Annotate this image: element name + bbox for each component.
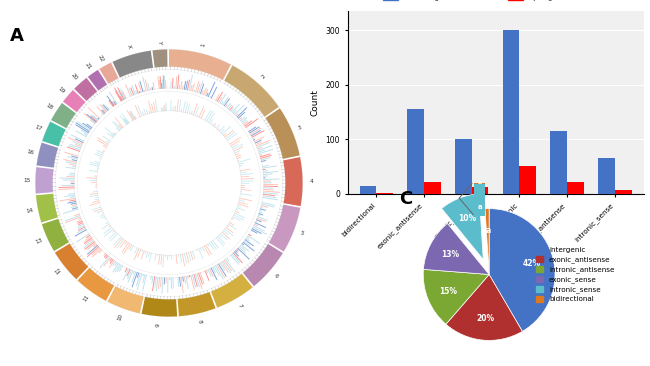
Bar: [615, 190, 632, 194]
Text: 14: 14: [25, 208, 34, 214]
Polygon shape: [211, 274, 253, 307]
Text: 18: 18: [45, 103, 53, 111]
Text: 21: 21: [84, 62, 92, 71]
Text: X: X: [126, 44, 132, 49]
Polygon shape: [243, 244, 283, 286]
Polygon shape: [224, 66, 279, 117]
Polygon shape: [107, 286, 144, 313]
Polygon shape: [51, 103, 76, 128]
Text: 20: 20: [70, 72, 79, 81]
Bar: [474, 180, 485, 184]
Wedge shape: [441, 194, 483, 259]
Polygon shape: [35, 167, 53, 194]
Text: 1: 1: [200, 42, 206, 47]
Polygon shape: [153, 49, 168, 67]
Text: 13: 13: [35, 238, 44, 245]
Legend: intergenic, exonic_antisense, intronic_antisense, exonic_sense, intronic_sense, : intergenic, exonic_antisense, intronic_a…: [533, 244, 618, 305]
Wedge shape: [423, 269, 489, 324]
Bar: [567, 182, 584, 194]
Text: 5: 5: [299, 231, 304, 236]
Wedge shape: [446, 274, 523, 340]
Text: 16: 16: [26, 149, 34, 155]
Text: A: A: [10, 27, 23, 45]
Bar: [472, 187, 488, 194]
Polygon shape: [36, 194, 58, 223]
Wedge shape: [489, 209, 555, 331]
Bar: [503, 30, 519, 194]
Bar: [376, 193, 393, 194]
Polygon shape: [112, 51, 153, 78]
Bar: [474, 184, 485, 216]
Polygon shape: [74, 78, 97, 101]
Bar: [408, 109, 424, 194]
Text: a: a: [477, 204, 482, 210]
Text: 11: 11: [82, 294, 90, 303]
Polygon shape: [269, 205, 300, 251]
Polygon shape: [88, 70, 107, 90]
Text: a: a: [485, 226, 490, 235]
Text: 7: 7: [237, 303, 243, 309]
Polygon shape: [36, 143, 58, 168]
Text: a: a: [478, 180, 482, 185]
Text: Y: Y: [157, 39, 162, 43]
Polygon shape: [142, 297, 177, 317]
Polygon shape: [177, 292, 216, 316]
Bar: [598, 158, 615, 194]
Polygon shape: [99, 63, 118, 84]
Polygon shape: [55, 244, 88, 279]
Text: 17: 17: [34, 124, 42, 131]
Polygon shape: [42, 122, 66, 146]
Text: 22: 22: [97, 54, 105, 63]
Text: 10%: 10%: [458, 214, 476, 223]
Wedge shape: [485, 209, 489, 274]
Polygon shape: [63, 90, 85, 112]
Text: 42%: 42%: [523, 258, 541, 268]
Text: 15%: 15%: [439, 287, 458, 296]
Bar: [551, 131, 567, 194]
Text: 9: 9: [156, 323, 161, 327]
Text: 10: 10: [117, 312, 124, 321]
Text: 6: 6: [273, 273, 279, 279]
Polygon shape: [283, 157, 303, 206]
Text: 13%: 13%: [441, 250, 460, 259]
Text: 8: 8: [196, 320, 202, 324]
Text: 20%: 20%: [476, 314, 494, 323]
Text: 4: 4: [309, 179, 313, 184]
Text: 12: 12: [54, 268, 62, 276]
Y-axis label: Count: Count: [311, 89, 320, 116]
Polygon shape: [169, 49, 231, 80]
Polygon shape: [42, 219, 69, 251]
Text: C: C: [399, 190, 412, 208]
Text: 3: 3: [297, 124, 302, 131]
Legend: Down-regulated lncRNAs, Up-regulated lncRNAs: Down-regulated lncRNAs, Up-regulated lnc…: [380, 0, 611, 4]
Polygon shape: [265, 108, 300, 159]
Bar: [455, 139, 472, 194]
Bar: [424, 182, 441, 194]
Text: 2: 2: [261, 74, 267, 80]
Bar: [519, 165, 536, 194]
Bar: [359, 186, 376, 194]
Text: 19: 19: [57, 86, 66, 94]
Polygon shape: [77, 268, 114, 301]
Text: 15: 15: [23, 178, 31, 183]
Wedge shape: [423, 224, 489, 274]
